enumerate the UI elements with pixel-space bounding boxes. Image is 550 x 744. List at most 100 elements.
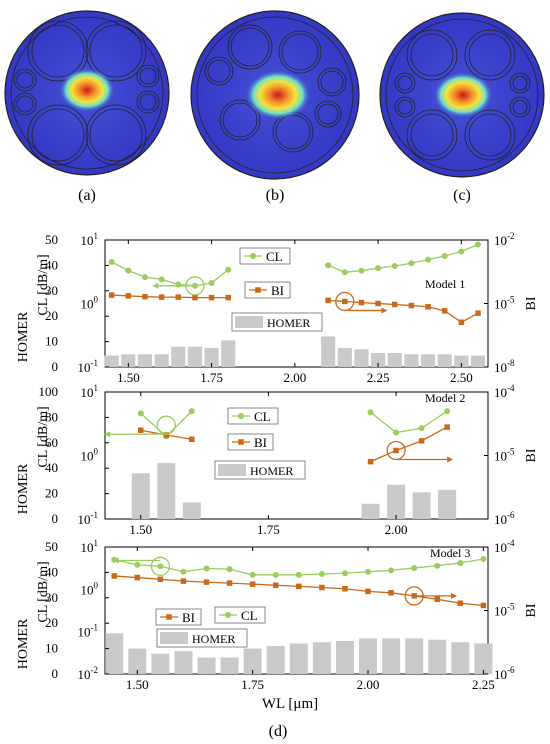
cl-axis-title: CL [dB/m] <box>36 406 51 467</box>
bi-tick-label: 10-4 <box>494 383 515 400</box>
homer-tick-label: 10 <box>45 334 58 349</box>
cl-point <box>175 281 182 288</box>
cl-tick-label: 101 <box>81 538 99 555</box>
bi-tick-label: 10-8 <box>494 358 515 375</box>
homer-tick-label: 20 <box>45 486 58 501</box>
bi-line <box>114 575 484 607</box>
chart-model-2: 1.50 1.75 2.00 100 80 60 40 20 0 101 100 10-1 10-4 10… <box>16 383 539 537</box>
bi-line <box>328 299 479 324</box>
legend-bi-marker <box>238 439 244 445</box>
bi-tick-label: 10-5 <box>494 295 515 312</box>
bi-point <box>458 319 465 326</box>
cl-point <box>208 280 215 287</box>
cl-arrowhead <box>112 557 119 564</box>
x-tick-label: 1.50 <box>126 677 149 692</box>
homer-bar <box>387 353 402 367</box>
bi-point <box>157 576 164 583</box>
bi-point <box>367 458 374 465</box>
cl-arrowhead <box>104 431 111 438</box>
legend-bi-label: BI <box>254 435 267 450</box>
homer-bar <box>405 638 424 674</box>
cl-axis-title: CL [dB/m] <box>36 561 51 622</box>
caption-b: (b) <box>266 187 285 204</box>
legend-box <box>227 407 279 425</box>
x-tick-label: 2.50 <box>450 370 473 385</box>
bi-point <box>342 298 348 305</box>
cl-line <box>327 243 479 273</box>
x-tick-label: 1.50 <box>117 370 140 385</box>
bi-point <box>137 427 144 433</box>
cl-tick-label: 100 <box>81 580 99 597</box>
cl-point <box>408 260 415 267</box>
chart-model-3: 1.50 1.75 2.00 2.255040302010010110010-110-… <box>16 538 539 692</box>
bi-point <box>391 301 398 308</box>
bi-point <box>358 299 365 306</box>
bi-arrowhead <box>447 456 454 463</box>
cl-point <box>137 410 144 417</box>
bi-tick-label: 10-5 <box>494 447 515 464</box>
model-title: Model 3 <box>430 546 470 560</box>
cl-point <box>444 408 451 415</box>
legend-cl-label: CL <box>266 249 283 264</box>
cl-point <box>180 568 187 575</box>
homer-tick-label: 40 <box>45 460 58 475</box>
legend-box <box>214 606 266 624</box>
cl-point <box>225 266 232 273</box>
cl-point <box>458 248 465 255</box>
homer-bar <box>220 657 239 674</box>
cl-point <box>249 571 256 578</box>
fiber-mode-b <box>190 10 360 180</box>
homer-bar <box>428 639 447 674</box>
homer-bar <box>404 354 419 367</box>
legend-cl-label: CL <box>254 409 271 424</box>
bi-point <box>408 302 415 309</box>
legend-box <box>155 608 202 626</box>
homer-tick-label: 0 <box>52 666 59 681</box>
cl-point <box>358 267 365 274</box>
legend-cl-marker <box>225 612 231 618</box>
bi-point <box>272 582 279 588</box>
homer-axis-title: HOMER <box>16 463 31 514</box>
chart-model-1: 1.50 1.75 2.00 2.25 2.505040302010010110010-… <box>16 231 539 385</box>
homer-bar <box>382 638 401 674</box>
homer-tick-label: 30 <box>45 283 58 298</box>
homer-tick-label: 10 <box>45 641 58 656</box>
x-tick-label: 1.50 <box>129 522 152 537</box>
cl-point <box>411 564 418 571</box>
bi-point <box>418 438 425 444</box>
cl-point <box>365 568 372 575</box>
bi-point <box>319 584 325 591</box>
cl-point <box>393 429 400 436</box>
bi-point <box>225 294 231 301</box>
bi-point <box>142 293 148 300</box>
cl-point <box>418 425 425 432</box>
homer-bar <box>197 657 216 674</box>
bi-point <box>111 573 117 579</box>
bi-axis-title: BI <box>524 448 539 462</box>
x-tick-label: 2.00 <box>283 370 306 385</box>
cl-point <box>141 274 148 281</box>
bi-tick-label: 10-6 <box>494 665 515 682</box>
model-title: Model 1 <box>425 277 465 291</box>
fiber-mode-a <box>4 10 170 176</box>
bi-point <box>342 586 348 592</box>
homer-bar <box>420 354 436 367</box>
legend-cl-label: CL <box>241 608 258 623</box>
bi-arrowhead <box>381 307 388 314</box>
homer-bar <box>128 648 147 674</box>
bi-point <box>203 579 210 585</box>
bi-point <box>158 294 165 300</box>
cl-point <box>203 565 210 572</box>
homer-bar <box>182 502 201 519</box>
legend-homer-swatch <box>218 464 246 476</box>
homer-bar <box>371 353 386 367</box>
bi-point <box>296 583 302 590</box>
cl-point <box>295 571 302 578</box>
homer-bar <box>359 638 378 674</box>
homer-bar <box>243 648 262 674</box>
homer-bar <box>187 346 202 367</box>
cl-point <box>325 262 332 269</box>
x-tick-label: 2.00 <box>385 522 408 537</box>
x-tick-label: 2.00 <box>357 677 380 692</box>
homer-bar <box>105 633 124 674</box>
